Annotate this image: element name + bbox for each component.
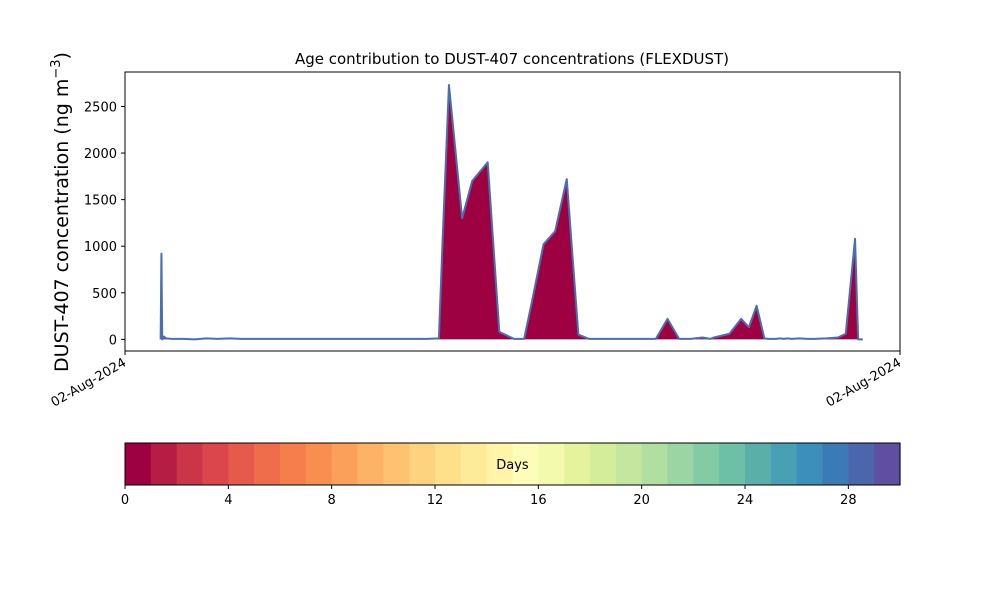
colorbar-segment — [435, 443, 462, 485]
colorbar-segment — [202, 443, 229, 485]
colorbar-segment — [280, 443, 307, 485]
x-tick-label: 02-Aug-2024 — [824, 355, 904, 410]
series-line — [159, 84, 863, 341]
colorbar-segment — [150, 443, 178, 485]
colorbar-segment — [538, 443, 565, 485]
colorbar-segment — [822, 443, 849, 485]
colorbar-segment — [125, 443, 152, 485]
colorbar-tick-label: 4 — [224, 493, 232, 508]
colorbar-tick-label: 8 — [328, 493, 336, 508]
colorbar-segment — [719, 443, 746, 485]
chart-title: Age contribution to DUST-407 concentrati… — [295, 50, 729, 68]
y-axis-label: DUST-407 concentration (ng m−3) — [49, 52, 73, 372]
colorbar-tick-label: 16 — [530, 493, 547, 508]
colorbar-segment — [512, 443, 539, 485]
colorbar-tick-label: 0 — [121, 493, 129, 508]
colorbar-segment — [357, 443, 384, 485]
colorbar-segment — [770, 443, 798, 485]
colorbar-segment — [848, 443, 875, 485]
colorbar-tick-label: 28 — [840, 493, 857, 508]
y-tick-label: 1000 — [84, 240, 117, 255]
y-axis-label-close: ) — [51, 52, 73, 59]
colorbar-tick-label: 24 — [737, 493, 754, 508]
colorbar-segment — [693, 443, 720, 485]
y-axis-label-text: DUST-407 concentration (ng m — [51, 79, 73, 372]
colorbar-frame — [124, 442, 901, 486]
colorbar-segment — [590, 443, 617, 485]
y-tick-label: 500 — [92, 287, 117, 302]
y-axis-label-unit-superscript: −3 — [49, 59, 64, 78]
colorbar-segment — [667, 443, 694, 485]
plot-area — [124, 71, 901, 352]
colorbar-segment — [228, 443, 255, 485]
colorbar-segment — [254, 443, 281, 485]
colorbar-segment — [409, 443, 436, 485]
colorbar-segment — [564, 443, 591, 485]
colorbar-segment — [796, 443, 824, 485]
colorbar-tick-label: 20 — [633, 493, 650, 508]
y-tick-label: 2000 — [84, 147, 117, 162]
colorbar-segment — [641, 443, 669, 485]
colorbar-segment — [486, 443, 514, 485]
colorbar-label: Days — [496, 458, 529, 473]
colorbar-segment — [331, 443, 359, 485]
colorbar: 0 4 8 12 16 20 24 28 Days — [121, 442, 901, 508]
plot-frame — [124, 71, 901, 352]
y-tick-label: 2500 — [84, 100, 117, 115]
series-area-age-0 — [160, 85, 863, 340]
colorbar-segment — [615, 443, 643, 485]
y-tick-label: 1500 — [84, 194, 117, 209]
colorbar-segment — [176, 443, 204, 485]
y-tick-label: 0 — [109, 333, 117, 348]
colorbar-segment — [874, 443, 901, 485]
colorbar-segment — [383, 443, 410, 485]
y-axis: 0 500 1000 1500 2000 2500 — [84, 100, 125, 348]
colorbar-segment — [305, 443, 333, 485]
x-axis: 02-Aug-2024 02-Aug-2024 — [49, 351, 904, 411]
colorbar-segment — [460, 443, 488, 485]
colorbar-tick-label: 12 — [427, 493, 444, 508]
colorbar-segment — [745, 443, 772, 485]
